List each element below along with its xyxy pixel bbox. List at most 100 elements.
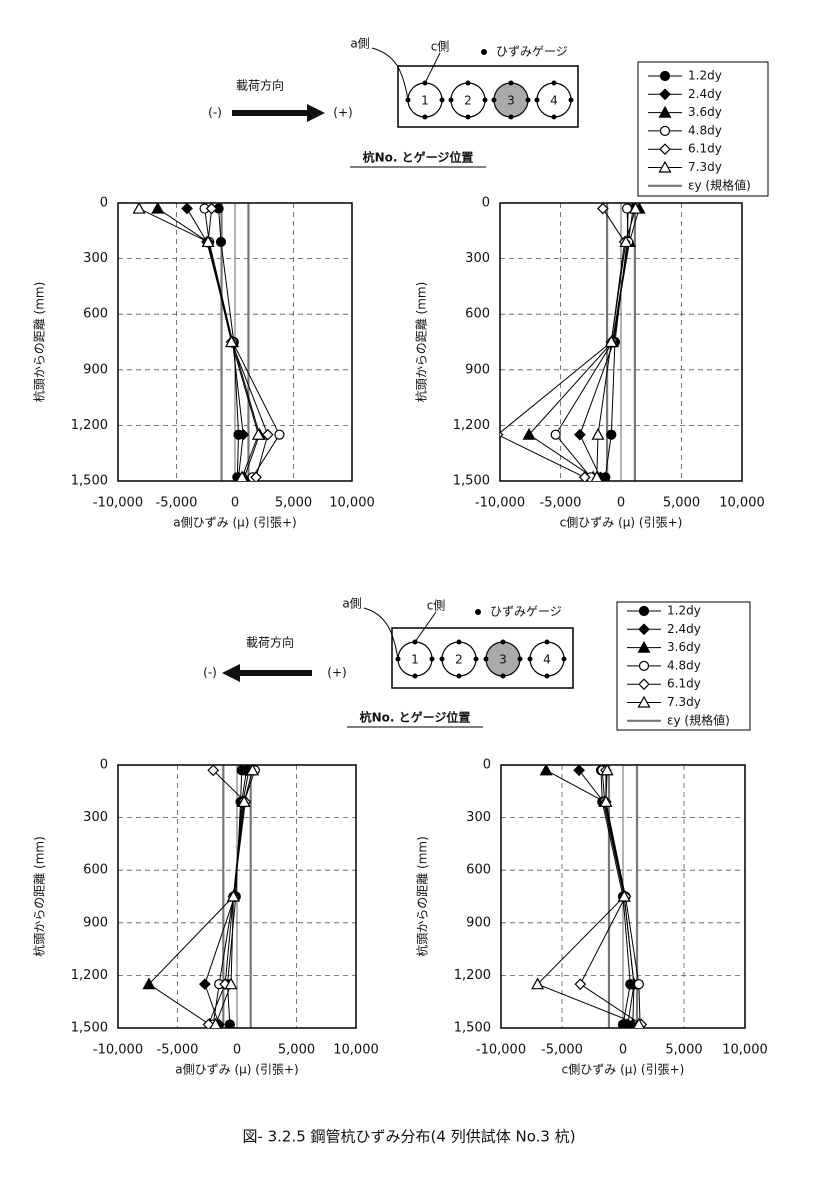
gauge-dot — [534, 97, 540, 103]
legend-label: 2.4dy — [688, 87, 722, 101]
pile-frame — [397, 65, 579, 128]
marker — [606, 429, 617, 440]
x-tick-label: 10,000 — [719, 496, 765, 511]
gauge-dot — [491, 97, 497, 103]
x-tick-label: 10,000 — [722, 1043, 768, 1058]
load-arrow — [232, 104, 325, 122]
c-side-label: c側 — [431, 40, 450, 54]
y-tick-label: 1,500 — [71, 1021, 108, 1036]
x-tick-label: -5,000 — [156, 496, 198, 511]
marker — [226, 889, 240, 902]
marker — [659, 70, 671, 82]
marker — [659, 125, 671, 136]
pile-number: 2 — [464, 94, 472, 108]
marker — [209, 1017, 222, 1028]
legend-label: 1.2dy — [688, 69, 722, 83]
marker — [621, 203, 633, 214]
gauge-dot — [508, 80, 514, 86]
marker — [531, 977, 545, 990]
marker — [633, 979, 644, 990]
marker — [250, 471, 262, 481]
x-tick-label: 5,000 — [278, 1043, 315, 1058]
gauge-dot — [551, 80, 557, 86]
leader — [424, 52, 441, 84]
y-tick-label: 1,500 — [453, 474, 490, 489]
pile-number: 2 — [455, 653, 463, 667]
direction-label: 載荷方向 — [246, 635, 294, 650]
marker — [619, 235, 633, 248]
y-tick-label: 600 — [465, 307, 490, 322]
plot-content — [500, 203, 646, 481]
gauge-dot — [429, 656, 435, 662]
y-axis-label: 杭頭からの距離 (mm) — [32, 836, 47, 957]
gauge-dot — [412, 673, 418, 679]
marker — [224, 335, 239, 348]
plus-label: (+) — [333, 106, 352, 120]
x-axis-label: a側ひずみ (μ) (引張+) — [173, 516, 296, 530]
direction-label: 載荷方向 — [236, 78, 284, 93]
x-axis-label: c側ひずみ (μ) (引張+) — [562, 1063, 685, 1077]
x-tick-label: 0 — [233, 1043, 241, 1058]
x-axis-label: a側ひずみ (μ) (引張+) — [175, 1063, 298, 1077]
plot-frame — [499, 202, 743, 482]
y-tick-label: 900 — [83, 915, 108, 930]
x-tick-label: -10,000 — [93, 496, 143, 511]
marker — [638, 660, 650, 672]
marker — [245, 765, 259, 776]
pile-number: 4 — [550, 94, 558, 108]
marker — [604, 335, 618, 348]
x-tick-label: -5,000 — [157, 1043, 199, 1058]
marker — [207, 765, 220, 777]
gauge-dot — [473, 656, 479, 662]
marker — [617, 889, 631, 902]
marker — [500, 431, 504, 439]
y-tick-label: 1,500 — [71, 474, 108, 489]
gauge-dot — [527, 656, 533, 662]
y-axis-label: 杭頭からの距離 (mm) — [414, 282, 429, 403]
y-tick-label: 300 — [466, 810, 491, 825]
gauge-dot — [439, 97, 445, 103]
leader — [371, 47, 409, 101]
y-tick-label: 0 — [483, 758, 491, 773]
marker — [261, 428, 274, 441]
legend-label: 3.6dy — [667, 640, 701, 654]
y-axis-label: 杭頭からの距離 (mm) — [32, 282, 47, 403]
gauge-dot — [482, 97, 488, 103]
marker — [633, 1017, 645, 1028]
marker — [201, 235, 215, 248]
leader — [363, 607, 399, 660]
marker — [224, 1019, 235, 1028]
marker — [550, 429, 561, 440]
y-tick-label: 300 — [83, 810, 108, 825]
y-tick-label: 1,200 — [71, 418, 108, 433]
x-tick-label: -5,000 — [541, 1043, 583, 1058]
marker — [522, 427, 536, 440]
marker — [638, 623, 650, 636]
load-arrow — [222, 664, 312, 682]
y-tick-label: 600 — [83, 863, 108, 878]
marker — [574, 978, 587, 991]
marker — [659, 143, 671, 156]
marker — [199, 978, 211, 991]
gauge-dot — [465, 80, 471, 86]
marker — [236, 470, 248, 481]
marker — [591, 427, 605, 440]
c-side-label: c側 — [427, 599, 446, 613]
diagram-title: 杭No. とゲージ位置 — [363, 150, 474, 165]
gauge-dot — [448, 97, 454, 103]
y-tick-label: 0 — [482, 196, 490, 211]
gauge-legend-dot — [475, 609, 481, 615]
marker — [637, 695, 651, 708]
x-tick-label: 5,000 — [275, 496, 312, 511]
plot-content — [142, 765, 260, 1028]
pile-number: 1 — [421, 94, 429, 108]
y-tick-label: 600 — [466, 863, 491, 878]
pile-number: 1 — [411, 653, 419, 667]
x-axis-label: c側ひずみ (μ) (引張+) — [560, 516, 683, 530]
legend-label: 7.3dy — [688, 160, 722, 174]
gauge-dot — [544, 639, 550, 645]
pile-frame — [391, 627, 574, 689]
figure-caption: 図- 3.2.5 鋼管杭ひずみ分布(4 列供試体 No.3 杭) — [242, 1128, 575, 1146]
marker — [251, 427, 265, 440]
